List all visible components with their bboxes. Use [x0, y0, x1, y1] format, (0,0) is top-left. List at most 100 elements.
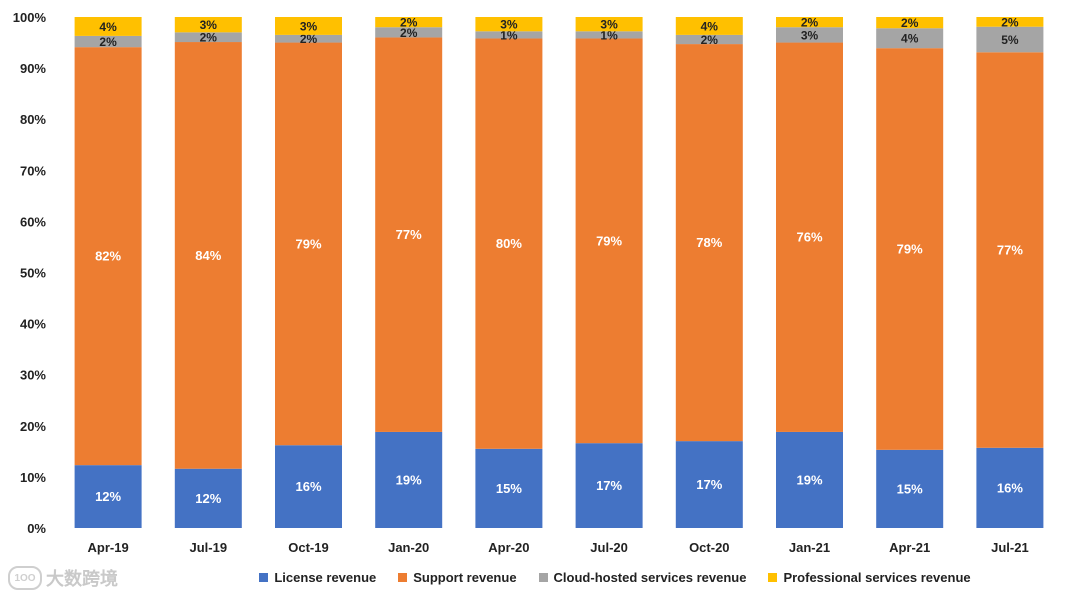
- data-label: 2%: [701, 33, 719, 47]
- watermark-text: 大数跨境: [46, 569, 118, 589]
- data-label: 82%: [95, 249, 121, 264]
- x-tick-label: Apr-20: [488, 540, 529, 555]
- bar-segment-support: [976, 52, 1044, 448]
- data-label: 76%: [796, 230, 822, 245]
- bar-segment-cloud: [275, 34, 342, 43]
- data-label: 15%: [496, 481, 522, 496]
- data-label: 79%: [295, 236, 321, 251]
- y-tick-label: 100%: [13, 10, 47, 25]
- bar-segment-cloud: [174, 32, 242, 43]
- bar-segment-support: [275, 42, 342, 446]
- bar-segment-license: [475, 448, 543, 528]
- bar-segment-cloud: [475, 31, 543, 39]
- data-label: 16%: [295, 479, 321, 494]
- x-tick-label: Jul-19: [190, 540, 228, 555]
- y-tick-label: 60%: [20, 214, 46, 229]
- data-label: 2%: [400, 16, 418, 30]
- bar-segment-cloud: [675, 34, 743, 45]
- data-label: 78%: [696, 235, 722, 250]
- x-tick-label: Oct-20: [689, 540, 729, 555]
- legend: License revenue Support revenue Cloud-ho…: [0, 567, 1080, 587]
- data-label: 3%: [300, 19, 318, 33]
- y-tick-label: 80%: [20, 112, 46, 127]
- y-tick-label: 90%: [20, 61, 46, 76]
- data-label: 1%: [600, 28, 618, 42]
- bar-segment-professional: [275, 17, 342, 35]
- bar-segment-cloud: [976, 26, 1044, 53]
- data-label: 4%: [99, 20, 117, 34]
- data-label: 19%: [796, 472, 822, 487]
- bar-segment-professional: [74, 17, 142, 36]
- data-label: 2%: [901, 16, 919, 30]
- data-label: 2%: [300, 32, 318, 46]
- data-label: 79%: [596, 233, 622, 248]
- legend-label-support: Support revenue: [413, 569, 517, 585]
- bar-segment-professional: [475, 17, 543, 32]
- bar-segment-support: [876, 48, 944, 450]
- data-label: 2%: [1001, 15, 1019, 29]
- stacked-bar-chart: 0% 10% 20% 30% 40% 50% 60% 70% 80% 90% 100% 12% 82% 2…: [13, 10, 1044, 555]
- bar-segment-professional: [174, 17, 242, 33]
- y-tick-label: 20%: [20, 419, 46, 434]
- legend-swatch-support: [398, 572, 408, 582]
- bar-segment-professional: [976, 17, 1044, 27]
- data-label: 84%: [195, 248, 221, 263]
- legend-swatch-license: [259, 572, 269, 582]
- bar-segment-support: [675, 44, 743, 442]
- bar-segment-cloud: [776, 27, 843, 43]
- data-label: 3%: [200, 18, 218, 32]
- data-label: 77%: [396, 227, 422, 242]
- bar-segment-cloud: [575, 31, 643, 39]
- data-label: 2%: [99, 35, 117, 49]
- bar-segment-support: [475, 38, 543, 449]
- bar-segment-license: [675, 441, 743, 528]
- data-label: 1%: [500, 28, 518, 42]
- data-label: 17%: [696, 477, 722, 492]
- bar-segment-license: [174, 468, 242, 528]
- data-label: 79%: [897, 241, 923, 256]
- bar-segment-professional: [375, 17, 443, 28]
- bar-segment-professional: [776, 17, 843, 28]
- data-label: 77%: [997, 243, 1023, 258]
- data-label: 3%: [801, 28, 819, 42]
- y-tick-label: 50%: [20, 266, 46, 281]
- legend-label-professional: Professional services revenue: [783, 569, 971, 585]
- x-tick-label: Jul-21: [991, 540, 1029, 555]
- legend-item-support: Support revenue: [398, 567, 517, 587]
- x-tick-label: Oct-19: [288, 540, 328, 555]
- legend-item-license: License revenue: [109, 567, 376, 587]
- data-label: 15%: [897, 481, 923, 496]
- bar-segment-cloud: [375, 27, 443, 38]
- data-label: 3%: [600, 18, 618, 32]
- y-tick-label: 70%: [20, 163, 46, 178]
- data-label: 2%: [801, 16, 819, 30]
- bar-segment-license: [74, 465, 142, 528]
- data-label: 12%: [95, 489, 121, 504]
- y-tick-label: 10%: [20, 470, 46, 485]
- bar-segment-professional: [675, 17, 743, 35]
- data-label: 5%: [1001, 33, 1019, 47]
- legend-item-cloud: Cloud-hosted services revenue: [538, 567, 746, 587]
- data-label: 17%: [596, 478, 622, 493]
- bar-segment-license: [776, 431, 843, 528]
- legend-swatch-professional: [768, 572, 778, 582]
- data-label: 2%: [400, 26, 418, 40]
- data-label: 4%: [701, 19, 719, 33]
- watermark: 1OO 大数跨境: [8, 565, 118, 591]
- x-tick-label: Apr-19: [88, 540, 129, 555]
- x-tick-label: Jul-20: [590, 540, 628, 555]
- y-tick-label: 40%: [20, 317, 46, 332]
- bar-segment-license: [375, 431, 443, 528]
- data-label: 19%: [396, 472, 422, 487]
- bar-segment-professional: [575, 17, 643, 32]
- legend-item-professional: Professional services revenue: [768, 567, 971, 587]
- bar-segment-professional: [876, 17, 944, 29]
- bar-segment-cloud: [876, 28, 944, 49]
- y-tick-label: 0%: [27, 521, 46, 536]
- bar-segment-support: [575, 38, 643, 444]
- bar-segment-license: [275, 445, 342, 528]
- bar-segment-license: [575, 443, 643, 528]
- bar-segment-support: [174, 42, 242, 469]
- legend-swatch-cloud: [538, 572, 548, 582]
- y-tick-label: 30%: [20, 368, 46, 383]
